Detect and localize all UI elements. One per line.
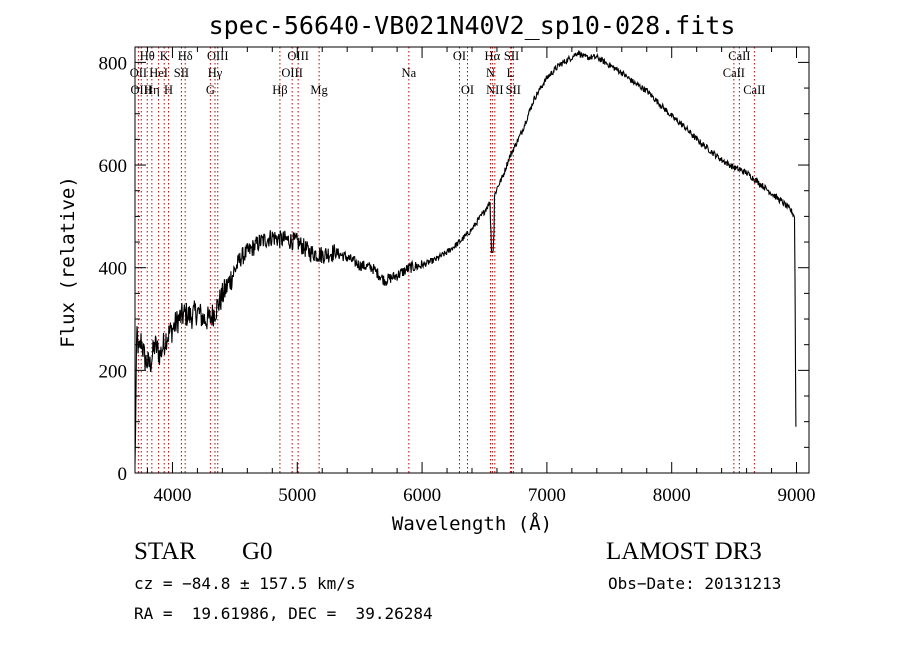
survey-name: LAMOST DR3 (606, 538, 762, 565)
line-label-20: Hα (485, 49, 501, 63)
coordinates: RA = 19.61986, DEC = 39.26284 (134, 604, 433, 623)
x-axis-label: Wavelength (Å) (392, 512, 552, 535)
line-label-23: SII (504, 49, 519, 63)
line-label-0: Hθ (140, 49, 155, 63)
line-label-5: K (160, 49, 169, 63)
line-label-24: SII (506, 83, 521, 97)
line-label-21: NII (486, 83, 503, 97)
y-tick-label-1: 200 (99, 361, 128, 382)
line-label-25: CaII (723, 66, 745, 80)
flux-series-line (134, 50, 797, 464)
line-markers (137, 47, 755, 473)
line-label-4: HeI (149, 66, 168, 80)
object-class: STAR (134, 538, 196, 565)
x-tick-label-2: 6000 (403, 485, 441, 506)
y-tick-label-4: 800 (99, 53, 128, 74)
line-label-15: Mg (310, 83, 328, 97)
line-label-17: OI (453, 49, 466, 63)
object-subclass: G0 (242, 538, 273, 565)
line-label-12: Hβ (272, 83, 287, 97)
x-tick-label-4: 8000 (653, 485, 691, 506)
line-label-10: Hγ (208, 66, 223, 80)
x-tick-label-0: 4000 (153, 485, 191, 506)
line-label-2: OIII (130, 83, 152, 97)
y-tick-label-3: 600 (99, 156, 128, 177)
line-label-11: OIII (207, 49, 229, 63)
line-label-18: OI (461, 83, 474, 97)
x-tick-label-5: 9000 (778, 485, 816, 506)
x-tick-label-3: 7000 (528, 485, 566, 506)
line-label-13: OIII (281, 66, 303, 80)
x-tick-label-1: 5000 (278, 485, 316, 506)
line-label-3: Hη (144, 83, 160, 97)
line-label-9: G (206, 83, 215, 97)
line-labels: HθOIIOIIIHηHeIKHSIIHδGHγOIIIHβOIIIOIIIMg… (130, 49, 766, 97)
line-label-1: OII (130, 66, 147, 80)
plot-frame (134, 46, 810, 474)
axis-ticks: 4000 5000 6000 7000 8000 9000 0 200 400 600 800 (99, 47, 816, 506)
line-label-6: H (164, 83, 173, 97)
line-label-26: CaII (728, 49, 750, 63)
redshift-cz: cz = −84.8 ± 157.5 km/s (134, 574, 356, 593)
y-axis-label: Flux (relative) (57, 176, 79, 348)
chart-title: spec-56640-VB021N40V2_sp10-028.fits (209, 11, 736, 40)
observation-date: Obs−Date: 20131213 (608, 574, 782, 593)
line-label-8: Hδ (178, 49, 193, 63)
line-label-19: N (486, 66, 495, 80)
line-label-22: L (507, 66, 515, 80)
line-label-7: SII (174, 66, 189, 80)
line-label-27: CaII (743, 83, 765, 97)
line-label-16: Na (402, 66, 417, 80)
line-label-14: OIII (287, 49, 309, 63)
y-tick-label-2: 400 (99, 259, 128, 280)
y-tick-label-0: 0 (118, 464, 128, 485)
